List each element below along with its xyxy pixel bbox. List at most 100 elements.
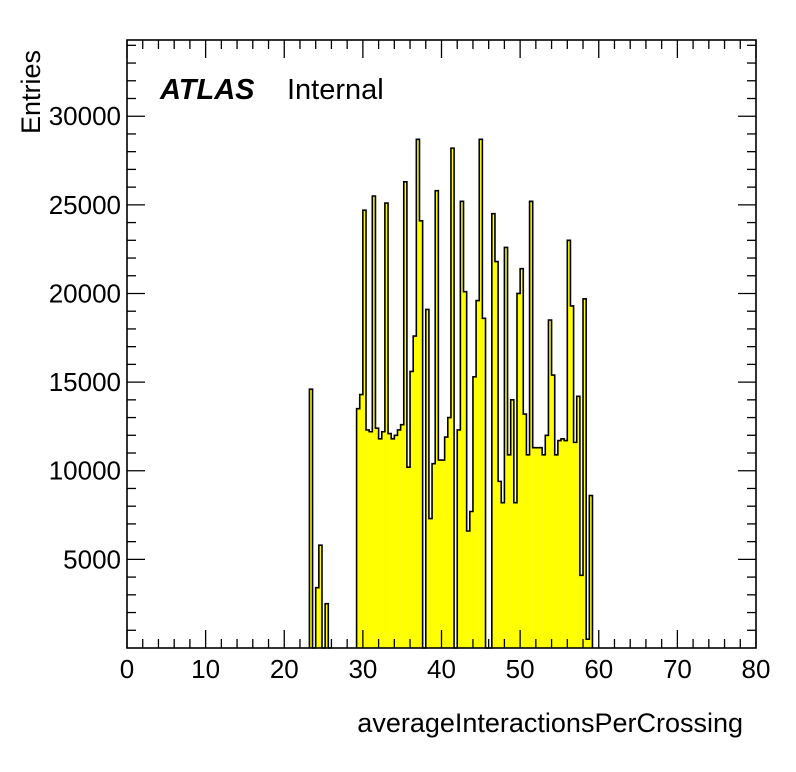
histogram-bar <box>391 438 395 648</box>
histogram-bar <box>384 203 389 648</box>
x-tick-label: 10 <box>191 654 220 684</box>
histogram-bar <box>516 293 521 648</box>
histogram-bar <box>498 481 502 648</box>
histogram-bar <box>403 181 408 648</box>
histogram-bar <box>372 195 376 649</box>
x-tick-label: 40 <box>427 654 456 684</box>
histogram-bar <box>526 454 530 648</box>
histogram-bar <box>366 429 370 648</box>
histogram-bar <box>554 454 559 648</box>
histogram-bar <box>444 437 448 648</box>
y-tick-label: 25000 <box>49 190 121 220</box>
y-tick-label: 5000 <box>63 544 121 574</box>
x-tick-labels: 0 10 20 30 40 50 60 70 80 <box>120 654 771 684</box>
histogram-bar <box>586 639 590 648</box>
histogram-bar <box>501 502 505 648</box>
histogram-bar <box>416 139 420 648</box>
histogram-bar <box>375 428 379 648</box>
atlas-label: ATLAS <box>159 74 255 106</box>
histogram-bar <box>520 268 524 648</box>
histogram-bar <box>504 247 508 648</box>
y-tick-labels: 5000 10000 15000 20000 25000 30000 <box>49 101 121 574</box>
x-tick-label: 70 <box>663 654 692 684</box>
histogram-bar <box>457 429 461 648</box>
histogram-bar <box>441 460 445 648</box>
histogram-bar <box>576 396 581 648</box>
histogram-bar <box>535 447 540 648</box>
histogram-bar <box>583 298 587 648</box>
histogram-bar <box>551 375 555 648</box>
histogram-bar <box>388 433 392 648</box>
histogram-bar <box>394 435 398 648</box>
histogram-bar <box>450 148 455 648</box>
histogram-bar <box>491 213 496 648</box>
histogram-bar <box>397 429 401 648</box>
histogram-bar <box>494 261 499 648</box>
histogram-bar <box>510 399 514 648</box>
x-tick-label: 30 <box>348 654 377 684</box>
histogram-bar <box>325 603 329 648</box>
histogram-bar <box>589 495 593 648</box>
histogram-bar <box>564 440 568 648</box>
x-tick-label: 60 <box>584 654 613 684</box>
x-tick-label: 20 <box>270 654 299 684</box>
histogram-bar <box>406 467 411 648</box>
histogram-bar <box>567 240 571 649</box>
histogram-bar <box>356 408 360 648</box>
histogram-outline <box>308 138 594 649</box>
y-tick-label: 20000 <box>49 279 121 309</box>
histogram-bar <box>318 545 323 648</box>
histogram-bar <box>428 518 433 648</box>
histogram-bar <box>378 438 382 648</box>
histogram-bar <box>438 460 442 648</box>
y-tick-label: 10000 <box>49 456 121 486</box>
histogram-bar <box>561 438 565 648</box>
histogram-bar <box>545 435 549 648</box>
histogram-bar <box>482 318 486 648</box>
histogram-bar <box>463 291 467 648</box>
histogram-bar <box>548 320 552 648</box>
y-tick-label: 30000 <box>49 101 121 131</box>
histogram-bar <box>542 454 546 648</box>
histogram-bar <box>425 309 430 648</box>
histogram-bar <box>532 447 536 648</box>
histogram-bar <box>557 440 562 648</box>
histogram-bar <box>479 139 483 648</box>
histogram-bar <box>539 447 543 648</box>
histogram-bar <box>513 502 518 648</box>
histogram-bar <box>369 431 373 648</box>
internal-label: Internal <box>287 74 384 106</box>
histogram-bar <box>570 305 574 648</box>
histogram-bars <box>309 139 593 649</box>
histogram-bar <box>507 454 511 648</box>
histogram-bar <box>400 424 404 648</box>
x-axis-title: averageInteractionsPerCrossing <box>357 708 743 738</box>
histogram-bar <box>432 463 436 648</box>
histogram-bar <box>529 201 533 648</box>
histogram-bar <box>469 511 474 648</box>
histogram-bar <box>460 201 464 648</box>
histogram-bar <box>523 414 527 648</box>
histogram-bar <box>573 442 577 648</box>
histogram-bar <box>476 300 480 648</box>
x-tick-label: 50 <box>506 654 535 684</box>
histogram-bar <box>309 389 313 648</box>
histogram-bar <box>579 575 584 648</box>
histogram-bar <box>410 371 414 648</box>
x-tick-label: 80 <box>742 654 771 684</box>
histogram-bar <box>362 210 367 649</box>
histogram-bar <box>472 376 477 648</box>
y-axis-title: Entries <box>16 50 46 134</box>
histogram-bar <box>413 336 417 648</box>
histogram-bar <box>419 220 423 649</box>
histogram-bar <box>435 190 439 649</box>
histogram-bar <box>381 431 386 648</box>
histogram-bar <box>447 417 452 648</box>
histogram-bar <box>315 587 319 648</box>
histogram-bar <box>466 531 470 648</box>
x-tick-label: 0 <box>120 654 134 684</box>
y-tick-label: 15000 <box>49 367 121 397</box>
histogram-bar <box>359 394 364 648</box>
axis-ticks <box>126 40 757 648</box>
